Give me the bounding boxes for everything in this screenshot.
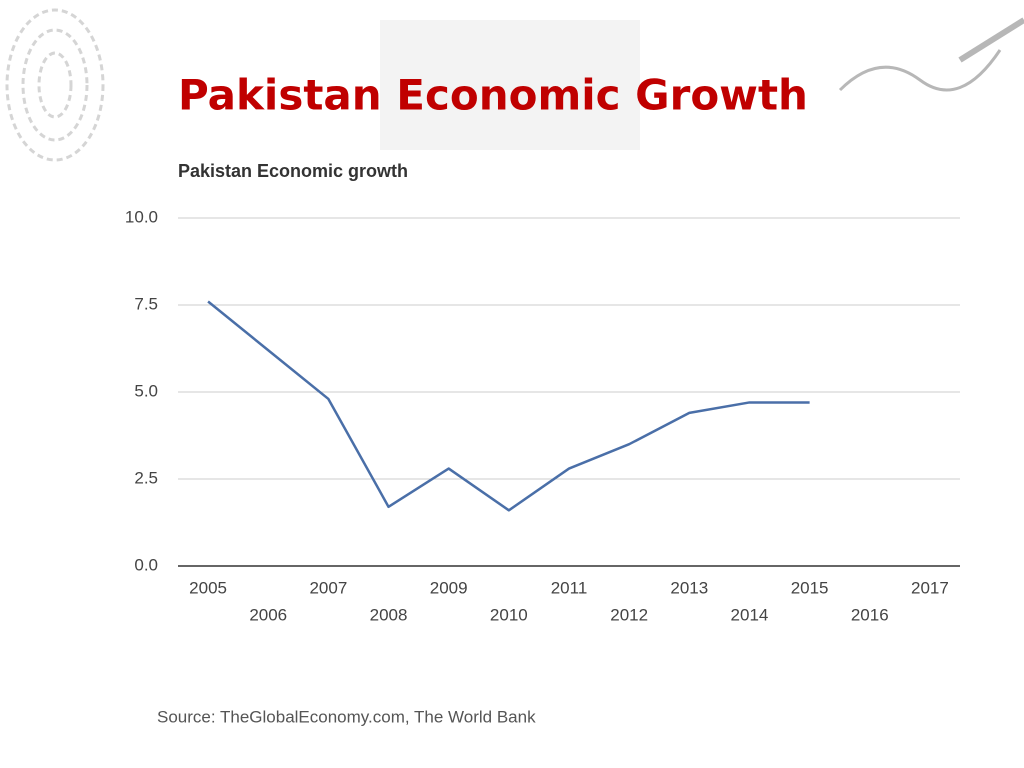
x-tick-label: 2015 [791, 578, 829, 597]
y-tick-label: 7.5 [134, 294, 158, 313]
x-tick-label: 2010 [490, 605, 528, 624]
slide-title: Pakistan Economic Growth [178, 71, 808, 120]
x-tick-label: 2008 [370, 605, 408, 624]
y-tick-label: 2.5 [134, 468, 158, 487]
x-tick-label: 2005 [189, 578, 227, 597]
y-tick-label: 5.0 [134, 381, 158, 400]
x-tick-label: 2009 [430, 578, 468, 597]
x-tick-label: 2013 [670, 578, 708, 597]
x-tick-label: 2006 [249, 605, 287, 624]
y-tick-label: 10.0 [125, 207, 158, 226]
x-tick-label: 2016 [851, 605, 889, 624]
x-tick-label: 2017 [911, 578, 949, 597]
y-tick-label: 0.0 [134, 555, 158, 574]
x-tick-label: 2007 [309, 578, 347, 597]
chart-title: Pakistan Economic growth [178, 161, 408, 181]
x-tick-label: 2011 [551, 578, 588, 597]
data-line [207, 300, 810, 512]
source-note: Source: TheGlobalEconomy.com, The World … [157, 707, 536, 726]
background-decoration [5, 8, 1024, 162]
x-tick-label: 2012 [610, 605, 648, 624]
x-tick-label: 2014 [731, 605, 769, 624]
